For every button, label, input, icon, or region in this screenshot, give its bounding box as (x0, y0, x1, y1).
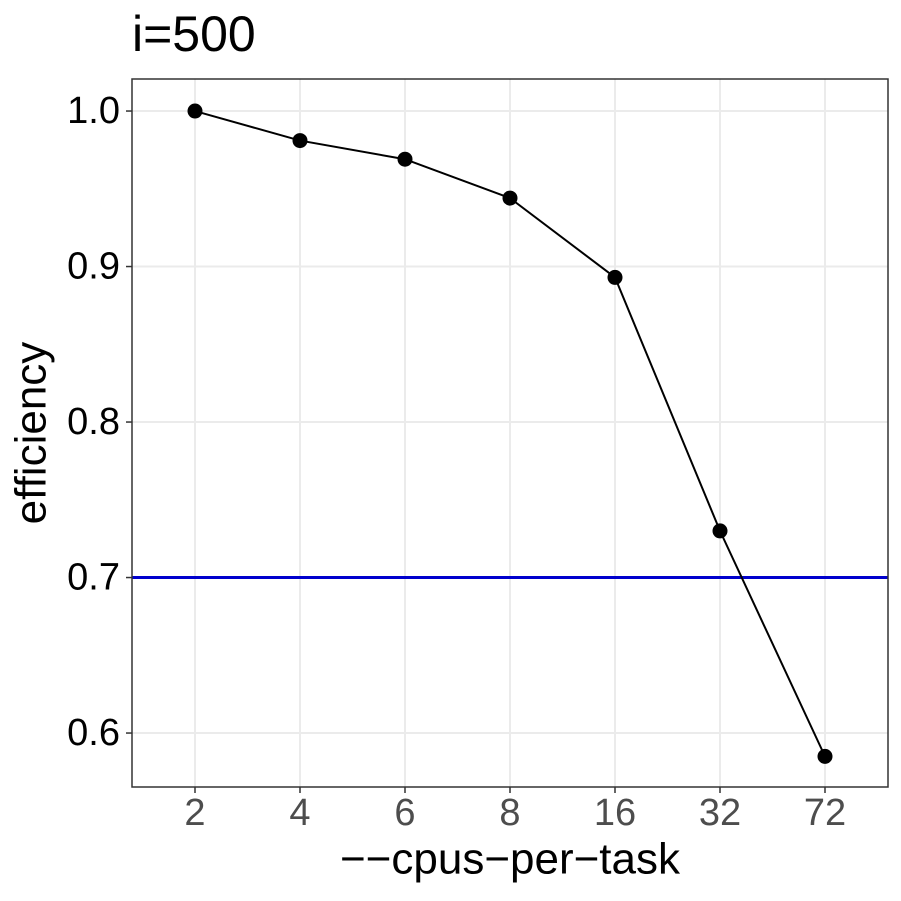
y-axis-title: efficiency (7, 342, 56, 525)
point (187, 103, 203, 119)
x-tick-label: 72 (804, 792, 846, 834)
point (397, 151, 413, 167)
x-tick-label: 8 (499, 792, 520, 834)
y-tick-label: 0.9 (67, 246, 120, 288)
x-tick-label: 4 (289, 792, 310, 834)
point (292, 133, 308, 149)
x-tick-label: 32 (699, 792, 741, 834)
x-tick-label: 6 (394, 792, 415, 834)
x-tick-label: 2 (184, 792, 205, 834)
point (502, 190, 518, 206)
point (607, 269, 623, 285)
y-tick-label: 0.8 (67, 401, 120, 443)
chart-title: i=500 (132, 6, 256, 62)
x-tick-label: 16 (594, 792, 636, 834)
y-tick-label: 0.7 (67, 557, 120, 599)
point (817, 748, 833, 764)
panel-border (131, 78, 889, 788)
y-tick-label: 1.0 (67, 90, 120, 132)
point (712, 523, 728, 539)
y-tick-label: 0.6 (67, 712, 120, 754)
x-axis-title: −−cpus−per−task (340, 835, 681, 884)
